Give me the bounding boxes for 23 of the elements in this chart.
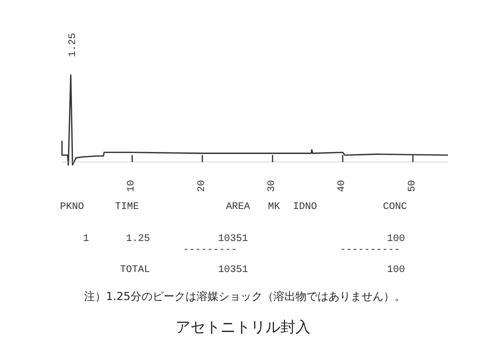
text: --------- <box>183 245 238 256</box>
text: PKNO <box>60 202 84 213</box>
x-tick-label: 30 <box>267 180 278 192</box>
text: IDNO <box>293 202 318 213</box>
text: アセトニトリル封入 <box>176 318 310 336</box>
annotation: 1.25 <box>68 32 79 57</box>
x-tick-label: 50 <box>407 180 418 192</box>
text: MK <box>268 202 280 213</box>
text: ---------- <box>340 245 400 256</box>
text: 注）1.25分のピークは溶媒ショック（溶出物ではありません）。 <box>84 290 406 303</box>
text: AREA <box>226 202 250 213</box>
text: TIME <box>115 202 140 213</box>
text: 1.25 <box>126 234 150 245</box>
text: 10351 <box>218 234 248 245</box>
x-tick-label: 40 <box>337 180 348 192</box>
text: CONC <box>383 202 408 213</box>
text: 1 <box>83 234 90 245</box>
text: TOTAL <box>120 265 150 276</box>
text: 100 <box>387 265 406 276</box>
text: 10351 <box>218 265 248 276</box>
x-tick-label: 20 <box>196 180 208 192</box>
x-tick-label: 10 <box>126 180 138 192</box>
text: 100 <box>387 234 406 245</box>
